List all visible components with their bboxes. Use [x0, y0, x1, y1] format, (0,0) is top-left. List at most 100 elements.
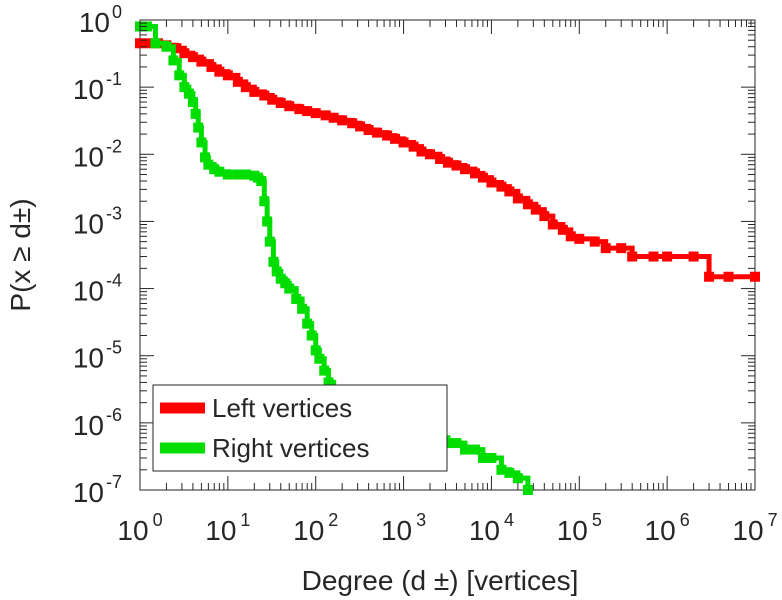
data-point [171, 43, 182, 54]
data-point [135, 38, 145, 49]
data-point [262, 216, 273, 227]
data-point [688, 251, 699, 262]
data-point [539, 211, 550, 222]
data-point [179, 82, 190, 93]
data-point [232, 169, 243, 180]
data-point [477, 172, 488, 183]
data-point [600, 243, 611, 254]
data-point [302, 318, 313, 329]
data-point [203, 159, 214, 170]
tick-layer [139, 19, 756, 491]
data-point [347, 118, 358, 129]
x-tick-label: 10 2 [293, 510, 338, 546]
y-tick-label: 10 -4 [73, 271, 122, 307]
data-point [557, 224, 568, 235]
y-tick-label: 10 -7 [73, 472, 122, 508]
x-tick-label: 10 1 [205, 510, 250, 546]
legend-label-right-vertices: Right vertices [212, 433, 370, 463]
data-point [271, 266, 282, 277]
data-point [328, 112, 339, 123]
data-point [280, 278, 291, 289]
data-point [442, 438, 453, 449]
data-point [150, 38, 161, 49]
data-point [179, 48, 190, 59]
data-point [496, 181, 507, 192]
data-point [504, 186, 515, 197]
x-tick-label: 10 7 [732, 510, 777, 546]
legend-label-left-vertices: Left vertices [212, 393, 352, 423]
data-point [310, 345, 321, 356]
data-point [512, 193, 523, 204]
data-point [284, 283, 295, 294]
y-axis-label: P(x ≥ d±) [5, 198, 36, 311]
data-point [174, 70, 185, 81]
data-point [259, 196, 270, 207]
data-point [320, 110, 331, 121]
data-point [196, 56, 207, 67]
data-point [168, 55, 179, 66]
y-tick-label: 10 -1 [73, 69, 122, 105]
data-point [267, 94, 278, 105]
data-point [363, 124, 374, 135]
data-point [206, 61, 217, 72]
data-point [451, 438, 462, 449]
data-point [469, 168, 480, 179]
data-point [486, 452, 497, 463]
data-point [565, 231, 576, 242]
data-point [355, 121, 366, 132]
data-point [372, 127, 383, 138]
data-point [193, 122, 204, 133]
x-tick-label: 10 0 [117, 510, 162, 546]
data-point [337, 115, 348, 126]
data-point [486, 177, 497, 188]
series-0 [135, 38, 760, 282]
data-point [256, 176, 267, 187]
data-point [459, 164, 470, 175]
data-point [323, 377, 334, 388]
x-tick-labels: 10 0 10 1 10 2 10 3 10 4 10 5 10 6 10 7 [117, 510, 777, 546]
data-point [547, 219, 558, 230]
data-point [294, 104, 305, 115]
data-point [240, 169, 251, 180]
data-point [161, 41, 172, 52]
data-point [648, 251, 659, 262]
legend: Left vertices Right vertices [152, 384, 448, 472]
data-point [425, 149, 436, 160]
x-tick-label: 10 6 [645, 510, 690, 546]
x-tick-label: 10 4 [469, 510, 514, 546]
data-point [319, 365, 330, 376]
data-point [214, 166, 225, 177]
data-point [196, 137, 207, 148]
data-point [264, 236, 275, 247]
legend-box [152, 384, 448, 472]
data-point [723, 271, 734, 282]
data-point [214, 66, 225, 77]
data-point [275, 98, 286, 109]
data-point [574, 233, 585, 244]
data-point [209, 164, 220, 175]
data-point [232, 76, 243, 87]
data-point [662, 251, 673, 262]
y-tick-label: 10 0 [79, 2, 122, 38]
data-point [416, 146, 427, 157]
data-point [442, 157, 453, 168]
y-tick-label: 10 -2 [73, 136, 122, 172]
data-point [268, 256, 279, 267]
data-point [408, 141, 419, 152]
y-tick-label: 10 -6 [73, 405, 122, 441]
data-point [382, 130, 393, 141]
data-point [249, 86, 260, 97]
x-axis-label: Degree (d ±) [vertices] [302, 565, 579, 596]
y-tick-label: 10 -3 [73, 203, 122, 239]
data-point [496, 464, 507, 475]
data-point [222, 70, 233, 81]
data-point [314, 353, 325, 364]
data-point [522, 485, 533, 495]
data-point [504, 467, 515, 478]
data-point [451, 160, 462, 171]
data-point [145, 38, 156, 49]
data-point [704, 271, 715, 282]
data-point [435, 154, 446, 165]
data-point [222, 169, 233, 180]
